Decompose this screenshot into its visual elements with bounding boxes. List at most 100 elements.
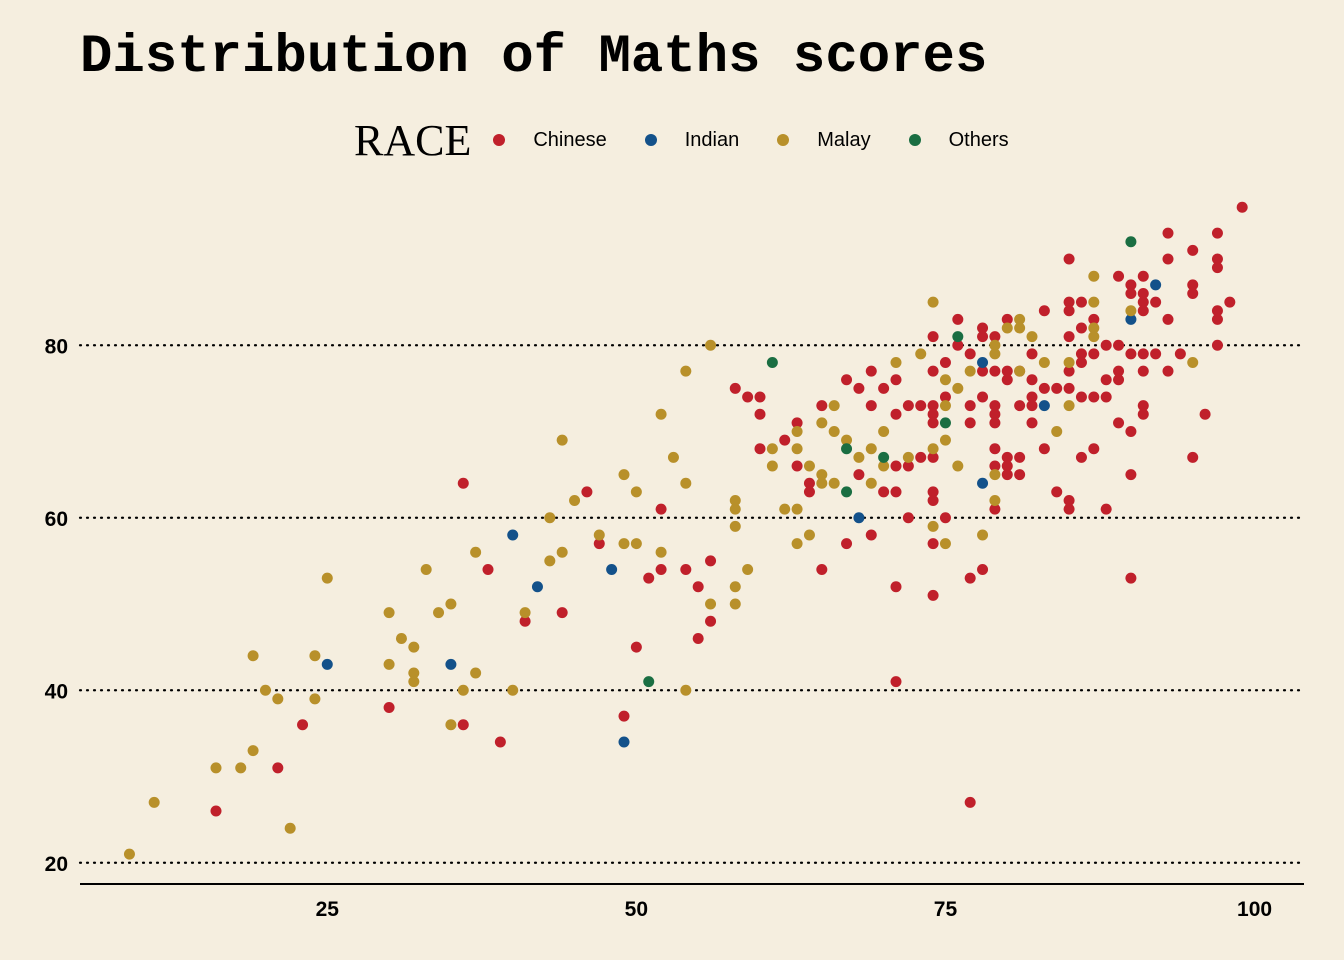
data-point-chinese <box>692 581 704 593</box>
data-point-chinese <box>939 512 951 524</box>
data-point-malay <box>853 451 865 463</box>
data-point-chinese <box>1211 253 1223 265</box>
data-point-chinese <box>457 719 469 731</box>
data-point-malay <box>445 719 457 731</box>
data-point-chinese <box>556 607 568 619</box>
data-point-indian <box>507 529 519 541</box>
data-point-malay <box>420 564 432 575</box>
data-point-chinese <box>729 382 741 394</box>
data-point-chinese <box>1125 469 1137 481</box>
data-point-chinese <box>1125 288 1137 299</box>
data-point-chinese <box>927 538 939 550</box>
data-point-chinese <box>1026 400 1038 412</box>
data-point-chinese <box>1063 253 1075 265</box>
data-point-chinese <box>1113 339 1125 351</box>
legend-label-malay: Malay <box>817 128 871 151</box>
data-point-malay <box>556 546 568 558</box>
data-point-others <box>1125 236 1137 248</box>
x-tick-label-100: 100 <box>1237 898 1272 921</box>
data-point-chinese <box>1014 400 1026 412</box>
data-point-malay <box>383 607 395 619</box>
data-point-chinese <box>705 555 717 567</box>
data-point-chinese <box>210 805 222 817</box>
data-point-others <box>766 357 778 368</box>
data-point-chinese <box>927 417 939 429</box>
data-point-chinese <box>989 503 1001 515</box>
data-point-chinese <box>630 641 642 653</box>
data-point-chinese <box>939 391 951 403</box>
data-point-malay <box>408 676 420 688</box>
data-point-malay <box>1014 365 1026 377</box>
data-point-indian <box>321 658 333 670</box>
series-malay <box>123 270 1199 860</box>
data-point-chinese <box>1088 313 1100 325</box>
data-point-chinese <box>952 339 964 351</box>
data-point-malay <box>890 357 902 368</box>
data-point-others <box>841 443 853 455</box>
data-point-chinese <box>989 365 1001 377</box>
data-point-malay <box>729 581 741 593</box>
data-point-chinese <box>853 469 865 481</box>
data-point-chinese <box>754 408 766 420</box>
data-point-chinese <box>1088 443 1100 455</box>
data-point-malay <box>544 555 556 567</box>
data-point-malay <box>705 339 717 351</box>
data-point-chinese <box>1137 305 1149 317</box>
legend-swatch-malay <box>777 134 790 146</box>
legend-label-others: Others <box>948 128 1009 151</box>
data-point-malay <box>791 538 803 550</box>
data-point-chinese <box>1100 503 1112 515</box>
data-point-chinese <box>1187 244 1199 256</box>
data-point-others <box>952 331 964 343</box>
data-point-chinese <box>1026 374 1038 386</box>
data-point-chinese <box>655 503 667 515</box>
data-point-chinese <box>1100 391 1112 403</box>
data-point-chinese <box>977 365 989 377</box>
data-point-malay <box>977 529 989 541</box>
data-point-malay <box>680 684 692 696</box>
data-point-malay <box>964 365 976 377</box>
data-point-chinese <box>890 676 902 688</box>
data-point-malay <box>939 400 951 412</box>
data-point-malay <box>1038 357 1050 368</box>
data-point-malay <box>902 451 914 463</box>
data-point-chinese <box>927 589 939 601</box>
data-point-malay <box>148 796 160 808</box>
data-point-chinese <box>816 564 828 575</box>
data-point-chinese <box>1211 313 1223 325</box>
legend-title: RACE <box>354 115 472 165</box>
legend-item-indian: Indian <box>644 129 739 152</box>
data-point-chinese <box>927 365 939 377</box>
data-point-chinese <box>989 331 1001 343</box>
data-point-malay <box>309 693 321 705</box>
data-point-malay <box>247 650 259 662</box>
y-tick-label-60: 60 <box>45 508 68 531</box>
legend-swatch-indian <box>644 134 657 146</box>
data-point-indian <box>977 477 989 489</box>
data-point-chinese <box>272 762 284 774</box>
data-point-chinese <box>915 451 927 463</box>
data-point-malay <box>878 426 890 437</box>
data-point-malay <box>927 520 939 532</box>
data-point-chinese <box>1187 288 1199 299</box>
data-point-malay <box>630 486 642 498</box>
data-point-malay <box>828 400 840 412</box>
data-point-chinese <box>1125 572 1137 584</box>
data-point-chinese <box>791 417 803 429</box>
data-point-chinese <box>1075 296 1087 308</box>
data-point-chinese <box>1075 391 1087 403</box>
data-point-chinese <box>1063 305 1075 317</box>
data-point-malay <box>803 460 815 472</box>
data-point-malay <box>915 348 927 360</box>
data-point-chinese <box>1063 365 1075 377</box>
legend-item-others: Others <box>908 128 1009 152</box>
data-point-chinese <box>1075 322 1087 334</box>
data-point-malay <box>309 650 321 662</box>
data-point-chinese <box>890 374 902 386</box>
data-point-chinese <box>841 538 853 550</box>
data-point-malay <box>210 762 222 774</box>
series-indian <box>321 279 1162 748</box>
legend-item-chinese: Chinese <box>493 129 607 152</box>
data-point-chinese <box>927 451 939 463</box>
